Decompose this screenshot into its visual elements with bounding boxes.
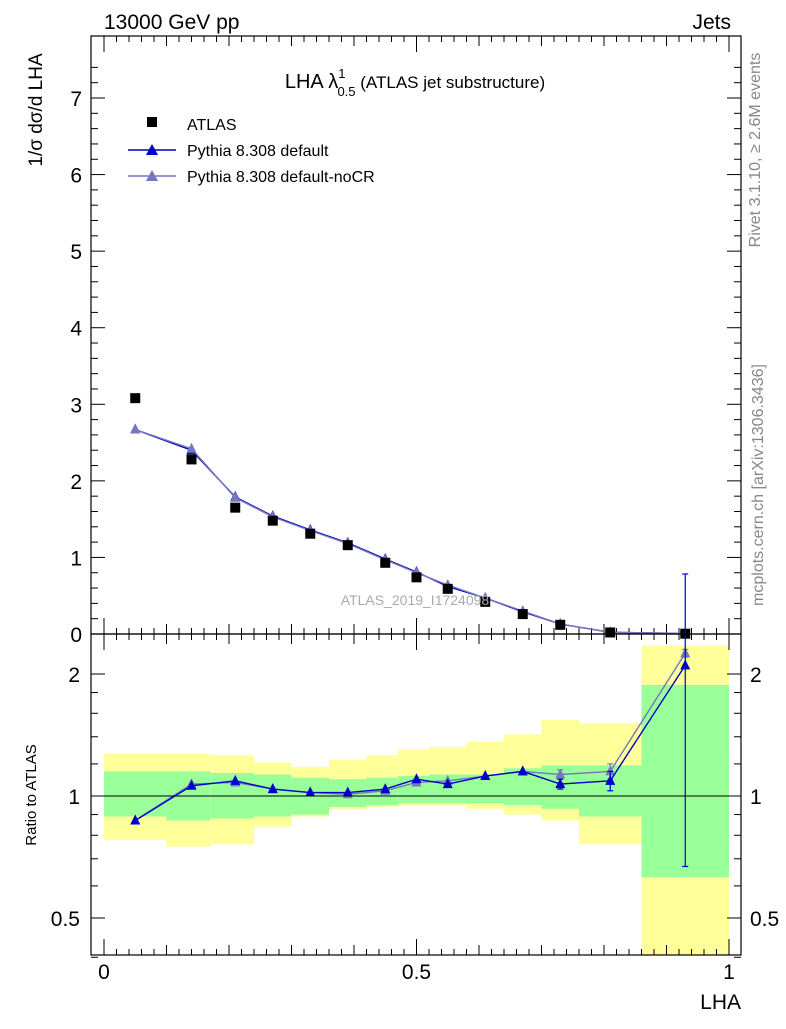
header-jets: Jets — [692, 11, 731, 34]
y-tick-label-top: 7 — [70, 88, 82, 111]
mc-point-top — [230, 491, 241, 502]
legend-default-label: Pythia 8.308 default — [187, 143, 329, 160]
mc-point-ratio — [605, 774, 616, 785]
data-point — [555, 619, 566, 630]
mc-point-ratio — [605, 765, 616, 776]
data-point — [130, 393, 141, 404]
legend-default-triangle-icon — [146, 144, 158, 155]
band-inner-bin — [104, 771, 167, 817]
y-tick-label-top: 0 — [70, 624, 82, 647]
mc-line-ratio — [134, 665, 686, 822]
data-point — [480, 596, 491, 607]
data-point — [342, 540, 353, 551]
data-point — [230, 502, 241, 513]
mc-point-ratio — [555, 768, 566, 779]
y-axis-label-top: 1/σ dσ/d LHA — [26, 53, 47, 167]
mc-point-ratio — [517, 765, 528, 776]
analysis-watermark: ATLAS_2019_I1724098 — [341, 592, 490, 608]
mc-point-ratio — [480, 770, 491, 781]
data-point — [267, 515, 278, 526]
mc-point-ratio — [305, 786, 316, 797]
band-inner-bin — [254, 774, 292, 817]
plot-title: LHA λ1 0.5 (ATLAS jet substructure) — [285, 66, 545, 99]
x-axis-label: LHA — [700, 991, 741, 1014]
x-tick-label: 0.5 — [402, 961, 431, 984]
data-point — [186, 454, 197, 465]
axes-ticks: 0 1 2 3 4 5 6 7 0.5 0.5 1 1 2 2 0 0.5 1 — [51, 36, 779, 984]
mc-point-ratio — [267, 783, 278, 794]
data-point — [605, 627, 616, 638]
ratio-panel-frame — [90, 633, 742, 956]
mc-point-ratio — [186, 779, 197, 790]
x-tick-label: 1 — [723, 961, 735, 984]
legend-nocr-triangle-icon — [146, 170, 158, 181]
data-point — [411, 572, 422, 583]
mc-line-top — [135, 428, 686, 635]
header-energy: 13000 GeV pp — [104, 11, 239, 34]
y-tick-label-top: 4 — [70, 318, 82, 341]
mcplots-label: mcplots.cern.ch [arXiv:1306.3436] — [750, 364, 767, 606]
mc-point-ratio — [380, 783, 391, 794]
data-point — [442, 583, 453, 594]
mc-point-ratio — [442, 778, 453, 789]
mc-point-ratio — [342, 786, 353, 797]
mc-point-ratio — [230, 774, 241, 785]
data-point — [517, 609, 528, 620]
mc-point-top — [130, 423, 141, 434]
y-tick-label-top: 6 — [70, 165, 82, 188]
y-tick-label-ratio: 1 — [68, 786, 80, 809]
y-tick-label-top: 5 — [70, 241, 82, 264]
legend-atlas-label: ATLAS — [187, 117, 237, 134]
y-tick-label-top: 1 — [70, 547, 82, 570]
legend-nocr-label: Pythia 8.308 default-noCR — [187, 169, 375, 186]
y-axis-label-ratio: Ratio to ATLAS — [23, 744, 40, 845]
legend-atlas-square-icon — [147, 117, 157, 127]
y-tick-label-ratio-right: 0.5 — [750, 908, 779, 931]
y-tick-label-ratio: 0.5 — [51, 908, 80, 931]
uncertainty-bands — [104, 645, 729, 955]
chart-marks — [130, 393, 691, 868]
y-tick-label-ratio-right: 1 — [750, 786, 762, 809]
legend: ATLAS Pythia 8.308 default Pythia 8.308 … — [128, 117, 375, 186]
y-tick-label-ratio-right: 2 — [750, 664, 762, 687]
mc-line-ratio — [134, 652, 686, 822]
mc-point-ratio — [680, 659, 691, 670]
rivet-label: Rivet 3.1.10, ≥ 2.6M events — [747, 53, 764, 248]
y-tick-label-top: 3 — [70, 394, 82, 417]
y-tick-label-top: 2 — [70, 471, 82, 494]
mc-point-ratio — [411, 773, 422, 784]
data-point — [380, 557, 391, 568]
y-tick-label-ratio: 2 — [68, 664, 80, 687]
mc-point-ratio — [555, 778, 566, 789]
mc-point-ratio — [130, 814, 141, 825]
data-point — [305, 528, 316, 539]
x-tick-label: 0 — [98, 961, 110, 984]
mc-point-top — [186, 442, 197, 453]
